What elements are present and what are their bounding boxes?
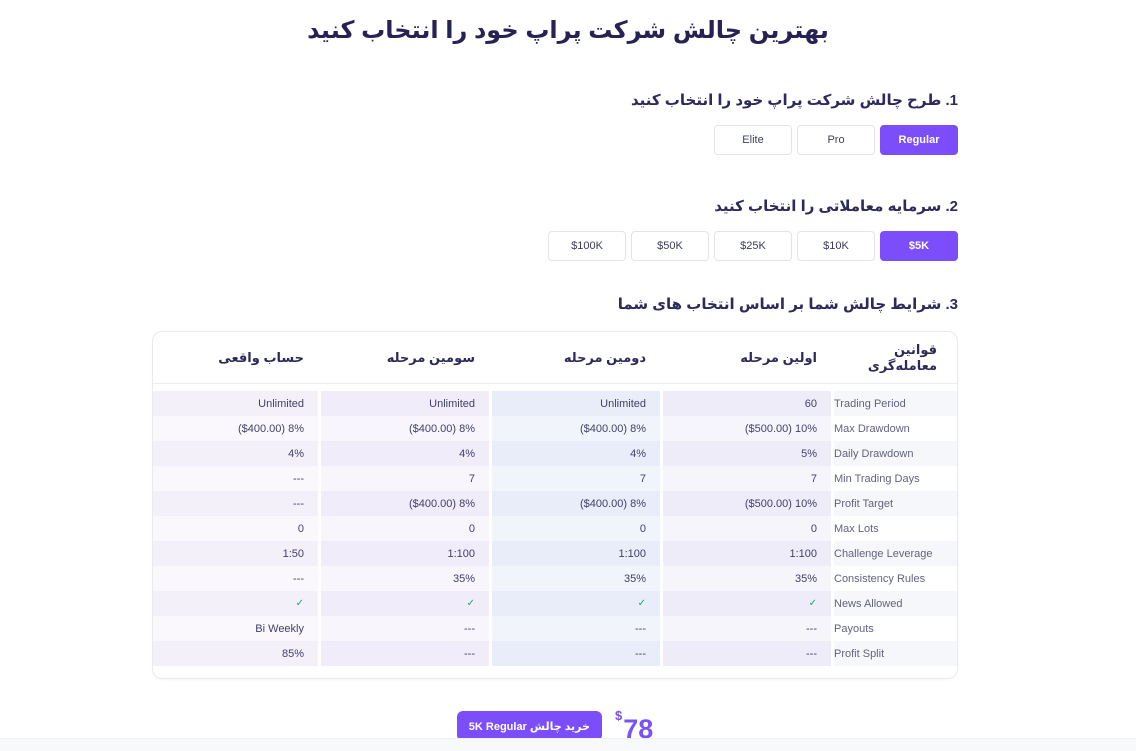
cell-real-account: 85%	[153, 641, 318, 666]
rule-label: Daily Drawdown	[834, 441, 957, 466]
table-row: Trading Period 60 Unlimited Unlimited Unlimi…	[153, 391, 957, 416]
cell-real-account: ---	[153, 466, 318, 491]
table-row: Profit Split --- --- --- 85%	[153, 641, 957, 666]
table-row: Daily Drawdown 5% 4% 4% 4%	[153, 441, 957, 466]
plan-option-elite[interactable]: Elite	[714, 125, 792, 155]
capital-option-5k[interactable]: $5K	[880, 231, 958, 261]
rule-label: Max Drawdown	[834, 416, 957, 441]
cell-stage1: ($500.00) 10%	[663, 491, 831, 516]
cell-stage3: 1:100	[321, 541, 489, 566]
cell-stage2: 4%	[492, 441, 660, 466]
cell-stage3: 35%	[321, 566, 489, 591]
table-row: Payouts --- --- --- Bi Weekly	[153, 616, 957, 641]
cell-stage1: 35%	[663, 566, 831, 591]
footer-band	[0, 738, 1136, 751]
step1-heading: 1. طرح چالش شرکت پراپ خود را انتخاب کنید	[631, 92, 958, 109]
rule-label: Profit Split	[834, 641, 957, 666]
checkout-row: خرید چالش 5K Regular $78	[152, 709, 958, 743]
table-row: Profit Target ($500.00) 10% ($400.00) 8% ($…	[153, 491, 957, 516]
cell-stage1: 60	[663, 391, 831, 416]
plan-option-regular[interactable]: Regular	[880, 125, 958, 155]
cell-stage2: 0	[492, 516, 660, 541]
table-row: News Allowed ✓ ✓ ✓ ✓	[153, 591, 957, 616]
cell-real-account: 4%	[153, 441, 318, 466]
rule-label: Trading Period	[834, 391, 957, 416]
cell-real-account: Unlimited	[153, 391, 318, 416]
capital-option-10k[interactable]: $10K	[797, 231, 875, 261]
cell-real-account: ---	[153, 566, 318, 591]
step2-heading: 2. سرمایه معاملاتی را انتخاب کنید	[714, 198, 958, 215]
cell-real-account: ($400.00) 8%	[153, 416, 318, 441]
header-trading-rules: قوانین معامله‌گری	[867, 341, 937, 373]
page-title: بهترین چالش شرکت پراپ خود را انتخاب کنید	[307, 17, 829, 44]
cell-stage1: 5%	[663, 441, 831, 466]
check-icon: ✓	[492, 591, 660, 616]
rule-label: Consistency Rules	[834, 566, 957, 591]
cell-stage2: Unlimited	[492, 391, 660, 416]
capital-option-50k[interactable]: $50K	[631, 231, 709, 261]
plan-options: Elite Pro Regular	[152, 125, 958, 155]
cell-stage3: 7	[321, 466, 489, 491]
capital-options: $100K $50K $25K $10K $5K	[152, 231, 958, 261]
cell-stage3: ($400.00) 8%	[321, 416, 489, 441]
cell-stage1: ---	[663, 641, 831, 666]
cell-stage2: 7	[492, 466, 660, 491]
cell-stage1: 0	[663, 516, 831, 541]
cell-stage2: ($400.00) 8%	[492, 416, 660, 441]
rule-label: Min Trading Days	[834, 466, 957, 491]
check-icon: ✓	[153, 591, 318, 616]
cell-stage1: 1:100	[663, 541, 831, 566]
capital-option-100k[interactable]: $100K	[548, 231, 626, 261]
cell-stage2: ($400.00) 8%	[492, 491, 660, 516]
cell-stage3: ---	[321, 616, 489, 641]
cell-stage3: 4%	[321, 441, 489, 466]
table-row: Max Lots 0 0 0 0	[153, 516, 957, 541]
cell-real-account: ---	[153, 491, 318, 516]
header-stage3: سومین مرحله	[386, 349, 475, 365]
header-real-account: حساب واقعی	[218, 349, 304, 365]
rule-label: Payouts	[834, 616, 957, 641]
cell-real-account: Bi Weekly	[153, 616, 318, 641]
table-row: Challenge Leverage 1:100 1:100 1:100 1:50	[153, 541, 957, 566]
main-content: 1. طرح چالش شرکت پراپ خود را انتخاب کنید…	[152, 91, 958, 743]
cell-stage1: 7	[663, 466, 831, 491]
rule-label: Challenge Leverage	[834, 541, 957, 566]
rule-label: Max Lots	[834, 516, 957, 541]
table-row: Min Trading Days 7 7 7 ---	[153, 466, 957, 491]
cell-stage3: 0	[321, 516, 489, 541]
cell-stage3: ---	[321, 641, 489, 666]
rule-label: News Allowed	[834, 591, 957, 616]
table-body: Trading Period 60 Unlimited Unlimited Unlimi…	[153, 384, 957, 678]
cell-stage3: ($400.00) 8%	[321, 491, 489, 516]
cell-stage1: ($500.00) 10%	[663, 416, 831, 441]
conditions-table: قوانین معامله‌گری اولین مرحله دومین مرحل…	[152, 331, 958, 679]
rule-label: Profit Target	[834, 491, 957, 516]
table-row: Max Drawdown ($500.00) 10% ($400.00) 8% ($4…	[153, 416, 957, 441]
check-icon: ✓	[321, 591, 489, 616]
table-header-row: قوانین معامله‌گری اولین مرحله دومین مرحل…	[153, 332, 957, 384]
header-stage1: اولین مرحله	[740, 349, 817, 365]
check-icon: ✓	[663, 591, 831, 616]
cell-real-account: 0	[153, 516, 318, 541]
cell-stage2: 35%	[492, 566, 660, 591]
cell-stage2: 1:100	[492, 541, 660, 566]
table-row: Consistency Rules 35% 35% 35% ---	[153, 566, 957, 591]
cell-real-account: 1:50	[153, 541, 318, 566]
capital-option-25k[interactable]: $25K	[714, 231, 792, 261]
cell-stage2: ---	[492, 616, 660, 641]
cell-stage2: ---	[492, 641, 660, 666]
cell-stage3: Unlimited	[321, 391, 489, 416]
step3-heading: 3. شرایط چالش شما بر اساس انتخاب های شما	[617, 296, 958, 313]
cell-stage1: ---	[663, 616, 831, 641]
currency-symbol: $	[614, 708, 623, 723]
header-stage2: دومین مرحله	[563, 349, 646, 365]
plan-option-pro[interactable]: Pro	[797, 125, 875, 155]
buy-challenge-button[interactable]: خرید چالش 5K Regular	[456, 711, 602, 741]
